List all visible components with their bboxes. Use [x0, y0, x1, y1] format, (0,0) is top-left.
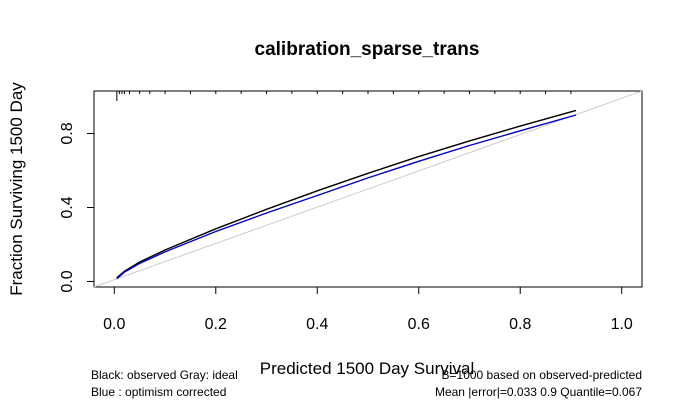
x-tick-label: 0.4	[306, 316, 328, 333]
plot-layer	[93, 90, 643, 288]
y-tick-label: 0.4	[59, 196, 76, 218]
x-tick-label: 0.2	[205, 316, 227, 333]
series-line-optimism-corrected	[116, 114, 577, 280]
x-tick-label: 1.0	[611, 316, 633, 333]
x-tick-label: 0.8	[509, 316, 531, 333]
validation-note-line-2: Mean |error|=0.033 0.9 Quantile=0.067	[435, 385, 642, 399]
validation-note-line-1: B=1000 based on observed-predicted	[442, 368, 642, 382]
legend-note-line-1: Black: observed Gray: ideal	[91, 368, 238, 382]
axes-layer: 0.0 0.2 0.4 0.6 0.8 1.0 0.0 0.4 0.8	[59, 122, 633, 333]
y-tick-label: 0.0	[59, 270, 76, 292]
legend-note-line-2: Blue : optimism corrected	[91, 385, 226, 399]
x-tick-label: 0.0	[103, 316, 125, 333]
chart-title: calibration_sparse_trans	[255, 39, 480, 60]
series-line-observed	[116, 109, 577, 279]
series-line-ideal	[93, 90, 643, 288]
x-tick-label: 0.6	[408, 316, 430, 333]
x-axis-label: Predicted 1500 Day Survival	[260, 359, 475, 378]
y-tick-label: 0.8	[59, 122, 76, 144]
y-axis-label: Fraction Surviving 1500 Day	[7, 82, 26, 296]
